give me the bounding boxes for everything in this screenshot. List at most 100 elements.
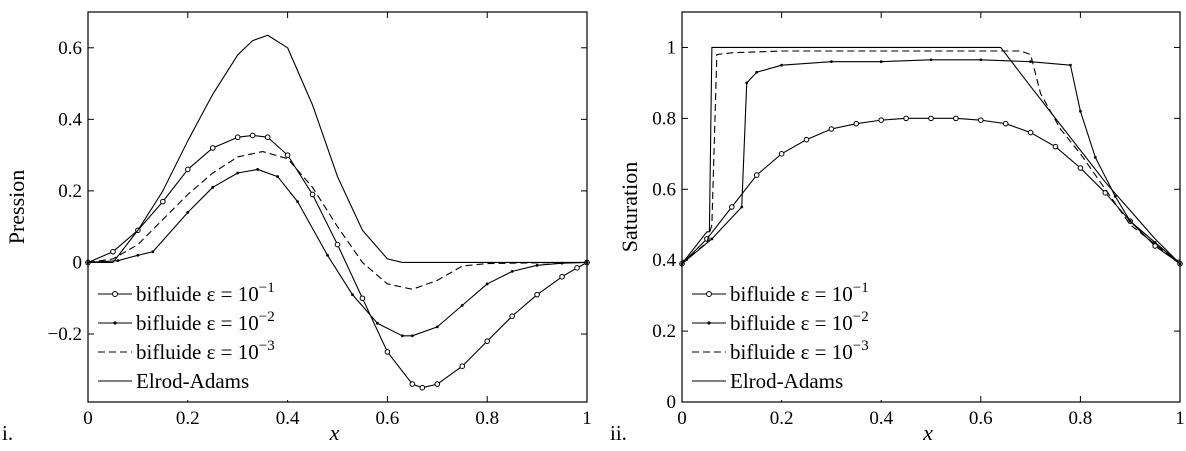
legend-label: bifluide ε = 10−3 xyxy=(730,338,869,364)
legend-label-main: bifluide ε = 10 xyxy=(730,311,853,335)
legend-item: bifluide ε = 10−1 xyxy=(98,280,275,306)
legend-label-main: Elrod-Adams xyxy=(730,369,843,393)
data-point-marker xyxy=(249,132,256,139)
data-point-marker xyxy=(384,349,391,355)
series-line-solid-3 xyxy=(88,34,587,264)
legend-label-exponent: −2 xyxy=(259,309,275,325)
data-point-dot xyxy=(510,270,514,273)
x-tick-label: 1 xyxy=(1175,408,1185,429)
x-tick-label: 0.4 xyxy=(276,408,300,429)
y-tick-label: 1 xyxy=(667,37,677,58)
data-point-dot xyxy=(1093,155,1097,159)
x-tick-label: 0 xyxy=(83,408,93,429)
x-tick-label: 0.2 xyxy=(176,408,200,429)
y-axis-label: Pression xyxy=(4,170,29,245)
x-axis-label: x xyxy=(329,420,340,445)
axes-frame xyxy=(681,11,1181,403)
y-tick-label: 0 xyxy=(73,252,83,273)
data-point-marker xyxy=(1002,120,1009,127)
data-point-marker xyxy=(209,145,216,151)
legend-marker-sample xyxy=(706,291,712,297)
legend-marker-sample xyxy=(112,291,118,297)
legend-label-main: bifluide ε = 10 xyxy=(136,340,259,364)
legend-label: bifluide ε = 10−1 xyxy=(730,280,869,306)
y-tick-label: 0.4 xyxy=(652,250,676,271)
data-point-marker xyxy=(359,295,366,302)
series-line-dashed-2 xyxy=(87,150,588,290)
data-point-marker xyxy=(928,115,934,122)
data-point-marker xyxy=(753,172,760,178)
data-point-dot xyxy=(485,282,489,286)
legend-label-exponent: −3 xyxy=(259,338,275,354)
data-point-marker xyxy=(953,115,959,122)
legend-label: bifluide ε = 10−1 xyxy=(136,280,275,306)
legend-marker-sample xyxy=(113,321,117,325)
legend-label-exponent: −1 xyxy=(853,280,869,296)
data-point-marker xyxy=(509,313,515,319)
pressure-chart-panel: 0 0.2 0.4 0.6 0.8 1 −0.2 0 0.2 0.4 0.6 x Pression i. b… xyxy=(2,11,592,445)
x-tick-label: 0.6 xyxy=(969,408,993,429)
data-point-dot xyxy=(410,334,414,338)
data-point-marker xyxy=(574,265,580,271)
panel-label: ii. xyxy=(610,421,627,445)
legend-label: Elrod-Adams xyxy=(730,369,843,393)
data-point-marker xyxy=(459,363,466,370)
legend-label-main: bifluide ε = 10 xyxy=(730,340,853,364)
data-point-dot xyxy=(376,321,379,325)
data-point-marker xyxy=(978,117,984,123)
data-point-dot xyxy=(1029,60,1032,64)
x-tick-label: 0.8 xyxy=(475,408,499,429)
data-point-dot xyxy=(1079,109,1082,113)
x-tick-label: 0.8 xyxy=(1069,408,1093,429)
legend-label: Elrod-Adams xyxy=(136,369,249,393)
data-point-marker xyxy=(185,166,191,173)
data-point-dot xyxy=(296,200,299,204)
panel-label: i. xyxy=(2,421,13,445)
x-axis-label: x xyxy=(922,420,933,445)
y-tick-label: 0.2 xyxy=(58,181,82,202)
data-point-marker xyxy=(534,291,540,298)
data-point-marker xyxy=(1077,165,1084,171)
legend-label-exponent: −1 xyxy=(259,280,275,296)
data-point-marker xyxy=(559,273,565,280)
data-point-dot xyxy=(710,237,714,241)
data-point-marker xyxy=(409,381,416,387)
data-point-marker xyxy=(1027,129,1034,136)
data-point-dot xyxy=(186,210,190,214)
y-axis-label: Saturation xyxy=(617,162,642,252)
data-point-dot xyxy=(929,58,933,62)
data-point-dot xyxy=(256,168,260,171)
data-point-marker xyxy=(434,381,441,387)
data-point-dot xyxy=(116,259,120,263)
legend-label-main: Elrod-Adams xyxy=(136,369,249,393)
data-point-marker xyxy=(160,198,166,205)
legend-label-main: bifluide ε = 10 xyxy=(730,282,853,306)
data-point-dot xyxy=(780,63,783,67)
data-point-dot xyxy=(1128,219,1132,223)
y-tick-label: 0.6 xyxy=(652,179,676,200)
y-tick-label: −0.2 xyxy=(48,324,82,345)
data-point-marker xyxy=(803,136,810,143)
legend-item: bifluide ε = 10−1 xyxy=(692,280,869,306)
data-point-marker xyxy=(878,117,885,123)
data-point-marker xyxy=(1052,143,1059,150)
y-tick-label: 0.6 xyxy=(58,38,82,59)
data-point-dot xyxy=(535,263,539,267)
data-point-dot xyxy=(755,70,759,74)
y-tick-label: 0.8 xyxy=(652,108,676,129)
axes-frame xyxy=(87,11,588,403)
data-point-dot xyxy=(460,303,464,307)
data-point-dot xyxy=(276,175,280,178)
data-point-dot xyxy=(136,253,140,257)
data-point-dot xyxy=(830,60,833,64)
data-point-dot xyxy=(435,325,439,329)
data-point-marker xyxy=(110,248,116,255)
data-point-dot xyxy=(211,185,215,189)
data-point-marker xyxy=(309,191,316,198)
data-point-dot xyxy=(879,60,883,64)
x-tick-label: 0.2 xyxy=(770,408,794,429)
data-point-dot xyxy=(400,334,404,338)
